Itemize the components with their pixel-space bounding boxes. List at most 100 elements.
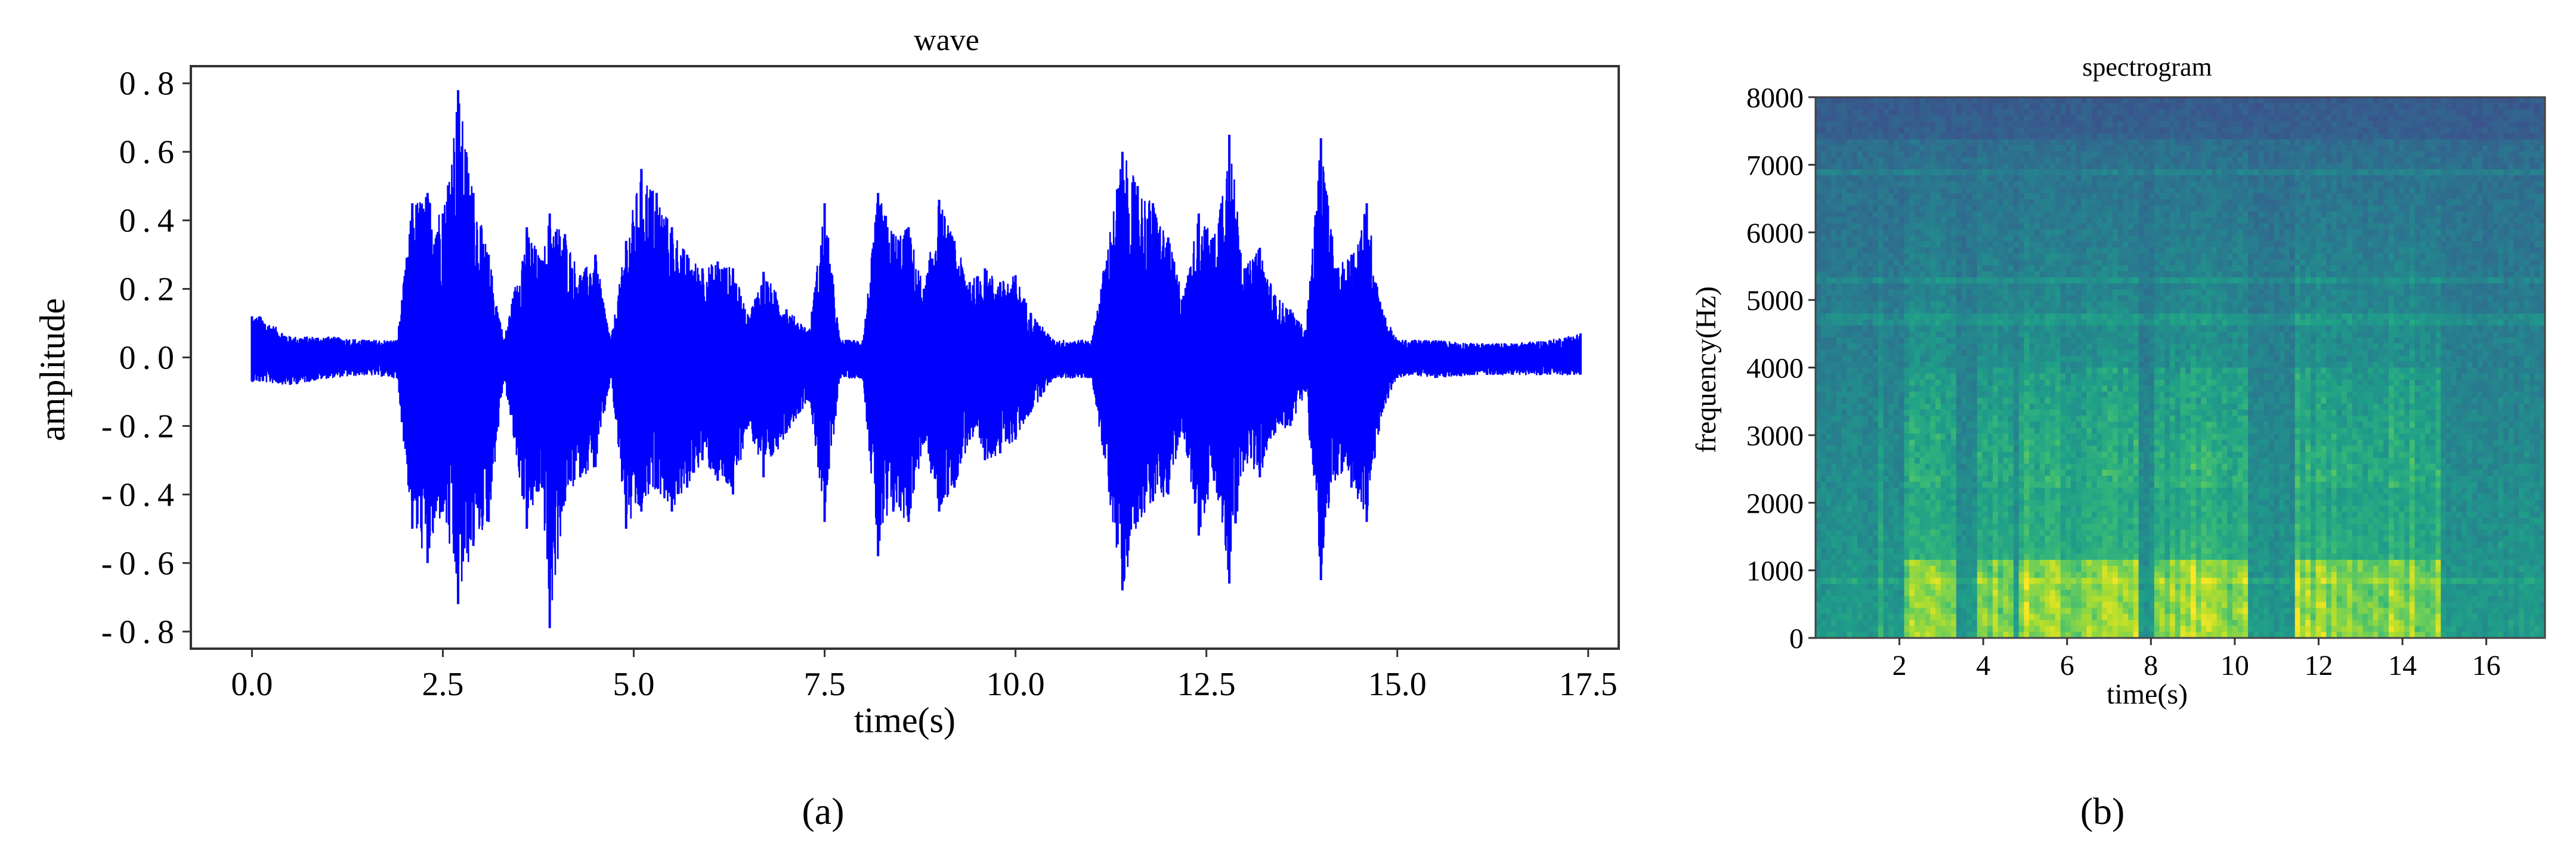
spectrogram-cell xyxy=(1956,169,1962,176)
spectrogram-cell xyxy=(2373,199,2379,206)
spectrogram-cell xyxy=(1873,223,1879,230)
spectrogram-cell xyxy=(2540,115,2546,122)
spectrogram-cell xyxy=(2175,241,2181,248)
spectrogram-cell xyxy=(2513,127,2519,134)
spectrogram-cell xyxy=(2185,133,2191,140)
spectrogram-cell xyxy=(2519,295,2525,302)
spectrogram-cell xyxy=(1919,235,1926,242)
spectrogram-cell xyxy=(2409,301,2416,308)
spectrogram-cell xyxy=(2071,205,2077,212)
spectrogram-cell xyxy=(1878,217,1884,224)
spectrogram-cell xyxy=(2133,193,2139,200)
spectrogram-cell xyxy=(2190,103,2197,110)
spectrogram-cell xyxy=(1982,259,1988,266)
spectrogram-cell xyxy=(2034,217,2040,224)
spectrogram-cell xyxy=(2164,121,2170,128)
spectrogram-cell xyxy=(2045,133,2051,140)
spectrogram-cell xyxy=(2060,277,2066,284)
spectrogram-cell xyxy=(2138,253,2144,260)
spectrogram-cell xyxy=(2065,139,2071,146)
spectrogram-cell xyxy=(2258,109,2264,116)
spectrogram-cell xyxy=(2456,295,2462,302)
spectrogram-cell xyxy=(2284,115,2290,122)
spectrogram-cell xyxy=(1826,223,1832,230)
spectrogram-cell xyxy=(2227,121,2233,128)
spectrogram-cell xyxy=(1909,157,1915,164)
spectrogram-cell xyxy=(1904,259,1910,266)
spectrogram-cell xyxy=(2326,181,2332,188)
spectrogram-cell xyxy=(1841,187,1848,194)
spectrogram-cell xyxy=(2331,205,2337,212)
spectrogram-cell xyxy=(2393,217,2399,224)
spectrogram-cell xyxy=(2508,103,2515,110)
spectrogram-cell xyxy=(2211,283,2218,290)
spectrogram-cell xyxy=(2321,199,2327,206)
spectrogram-cell xyxy=(2404,247,2410,254)
spectrogram-cell xyxy=(2430,301,2436,308)
spectrogram-cell xyxy=(2461,295,2467,302)
spectrogram-cell xyxy=(2144,163,2150,170)
spectrogram-cell xyxy=(2045,151,2051,158)
spectrogram-cell xyxy=(2430,211,2436,218)
spectrogram-cell xyxy=(2373,97,2379,104)
spectrogram-cell xyxy=(2284,229,2290,236)
spectrogram-cell xyxy=(1826,229,1832,236)
spectrogram-cell xyxy=(2175,121,2181,128)
spectrogram-cell xyxy=(2409,163,2416,170)
spectrogram-cell xyxy=(2253,265,2259,272)
spectrogram-cell xyxy=(2232,121,2238,128)
spectrogram-cell xyxy=(2144,229,2150,236)
spectrogram-cell xyxy=(1966,193,1972,200)
spectrogram-cell xyxy=(2159,193,2165,200)
spectrogram-cell xyxy=(1987,277,1993,284)
spectrogram-cell xyxy=(2185,187,2191,194)
spectrogram-cell xyxy=(1919,127,1926,134)
spectrogram-cell xyxy=(2430,151,2436,158)
spectrogram-cell xyxy=(1919,277,1926,284)
spectrogram-cell xyxy=(2362,247,2368,254)
spectrogram-cell xyxy=(2029,115,2035,122)
spectrogram-cell xyxy=(2065,187,2071,194)
spectrogram-cell xyxy=(1841,97,1848,104)
spectrogram-cell xyxy=(2294,163,2301,170)
spectrogram-cell xyxy=(2123,277,2129,284)
spectrogram-cell xyxy=(2420,127,2426,134)
spectrogram-cell xyxy=(2060,253,2066,260)
spectrogram-cell xyxy=(2243,259,2249,266)
spectrogram-cell xyxy=(2269,253,2275,260)
spectrogram-cell xyxy=(1997,103,2004,110)
spectrogram-cell xyxy=(1925,295,1931,302)
spectrogram-cell xyxy=(1852,223,1858,230)
spectrogram-cell xyxy=(2284,283,2290,290)
spectrogram-cell xyxy=(2029,133,2035,140)
spectrogram-cell xyxy=(1993,211,1999,218)
spectrogram-cell xyxy=(1820,151,1827,158)
spectrogram-cell xyxy=(2441,127,2447,134)
spectrogram-cell xyxy=(1873,121,1879,128)
spectrogram-cell xyxy=(1993,97,1999,104)
spectrogram-cell xyxy=(2305,169,2311,176)
spectrogram-cell xyxy=(2076,109,2082,116)
spectrogram-cell xyxy=(2060,289,2066,296)
spectrogram-cell xyxy=(2487,199,2494,206)
spectrogram-cell xyxy=(2253,283,2259,290)
spectrogram-cell xyxy=(2300,277,2306,284)
spectrogram-cell xyxy=(2393,211,2399,218)
spectrogram-cell xyxy=(2399,247,2405,254)
spectrogram-cell xyxy=(1831,205,1837,212)
spectrogram-cell xyxy=(2227,205,2233,212)
spectrogram-cell xyxy=(1852,205,1858,212)
spectrogram-cell xyxy=(2170,289,2176,296)
spectrogram-cell xyxy=(2461,103,2467,110)
spectrogram-cell xyxy=(2373,205,2379,212)
spectrogram-cell xyxy=(2180,97,2186,104)
spectrogram-cell xyxy=(1862,157,1868,164)
spectrogram-cell xyxy=(1987,265,1993,272)
spectrogram-cell xyxy=(2117,103,2124,110)
spectrogram-cell xyxy=(2091,277,2098,284)
spectrogram-cell xyxy=(1930,253,1936,260)
spectrogram-cell xyxy=(2128,271,2134,278)
spectrogram-cell xyxy=(2472,175,2478,182)
spectrogram-cell xyxy=(1857,223,1863,230)
